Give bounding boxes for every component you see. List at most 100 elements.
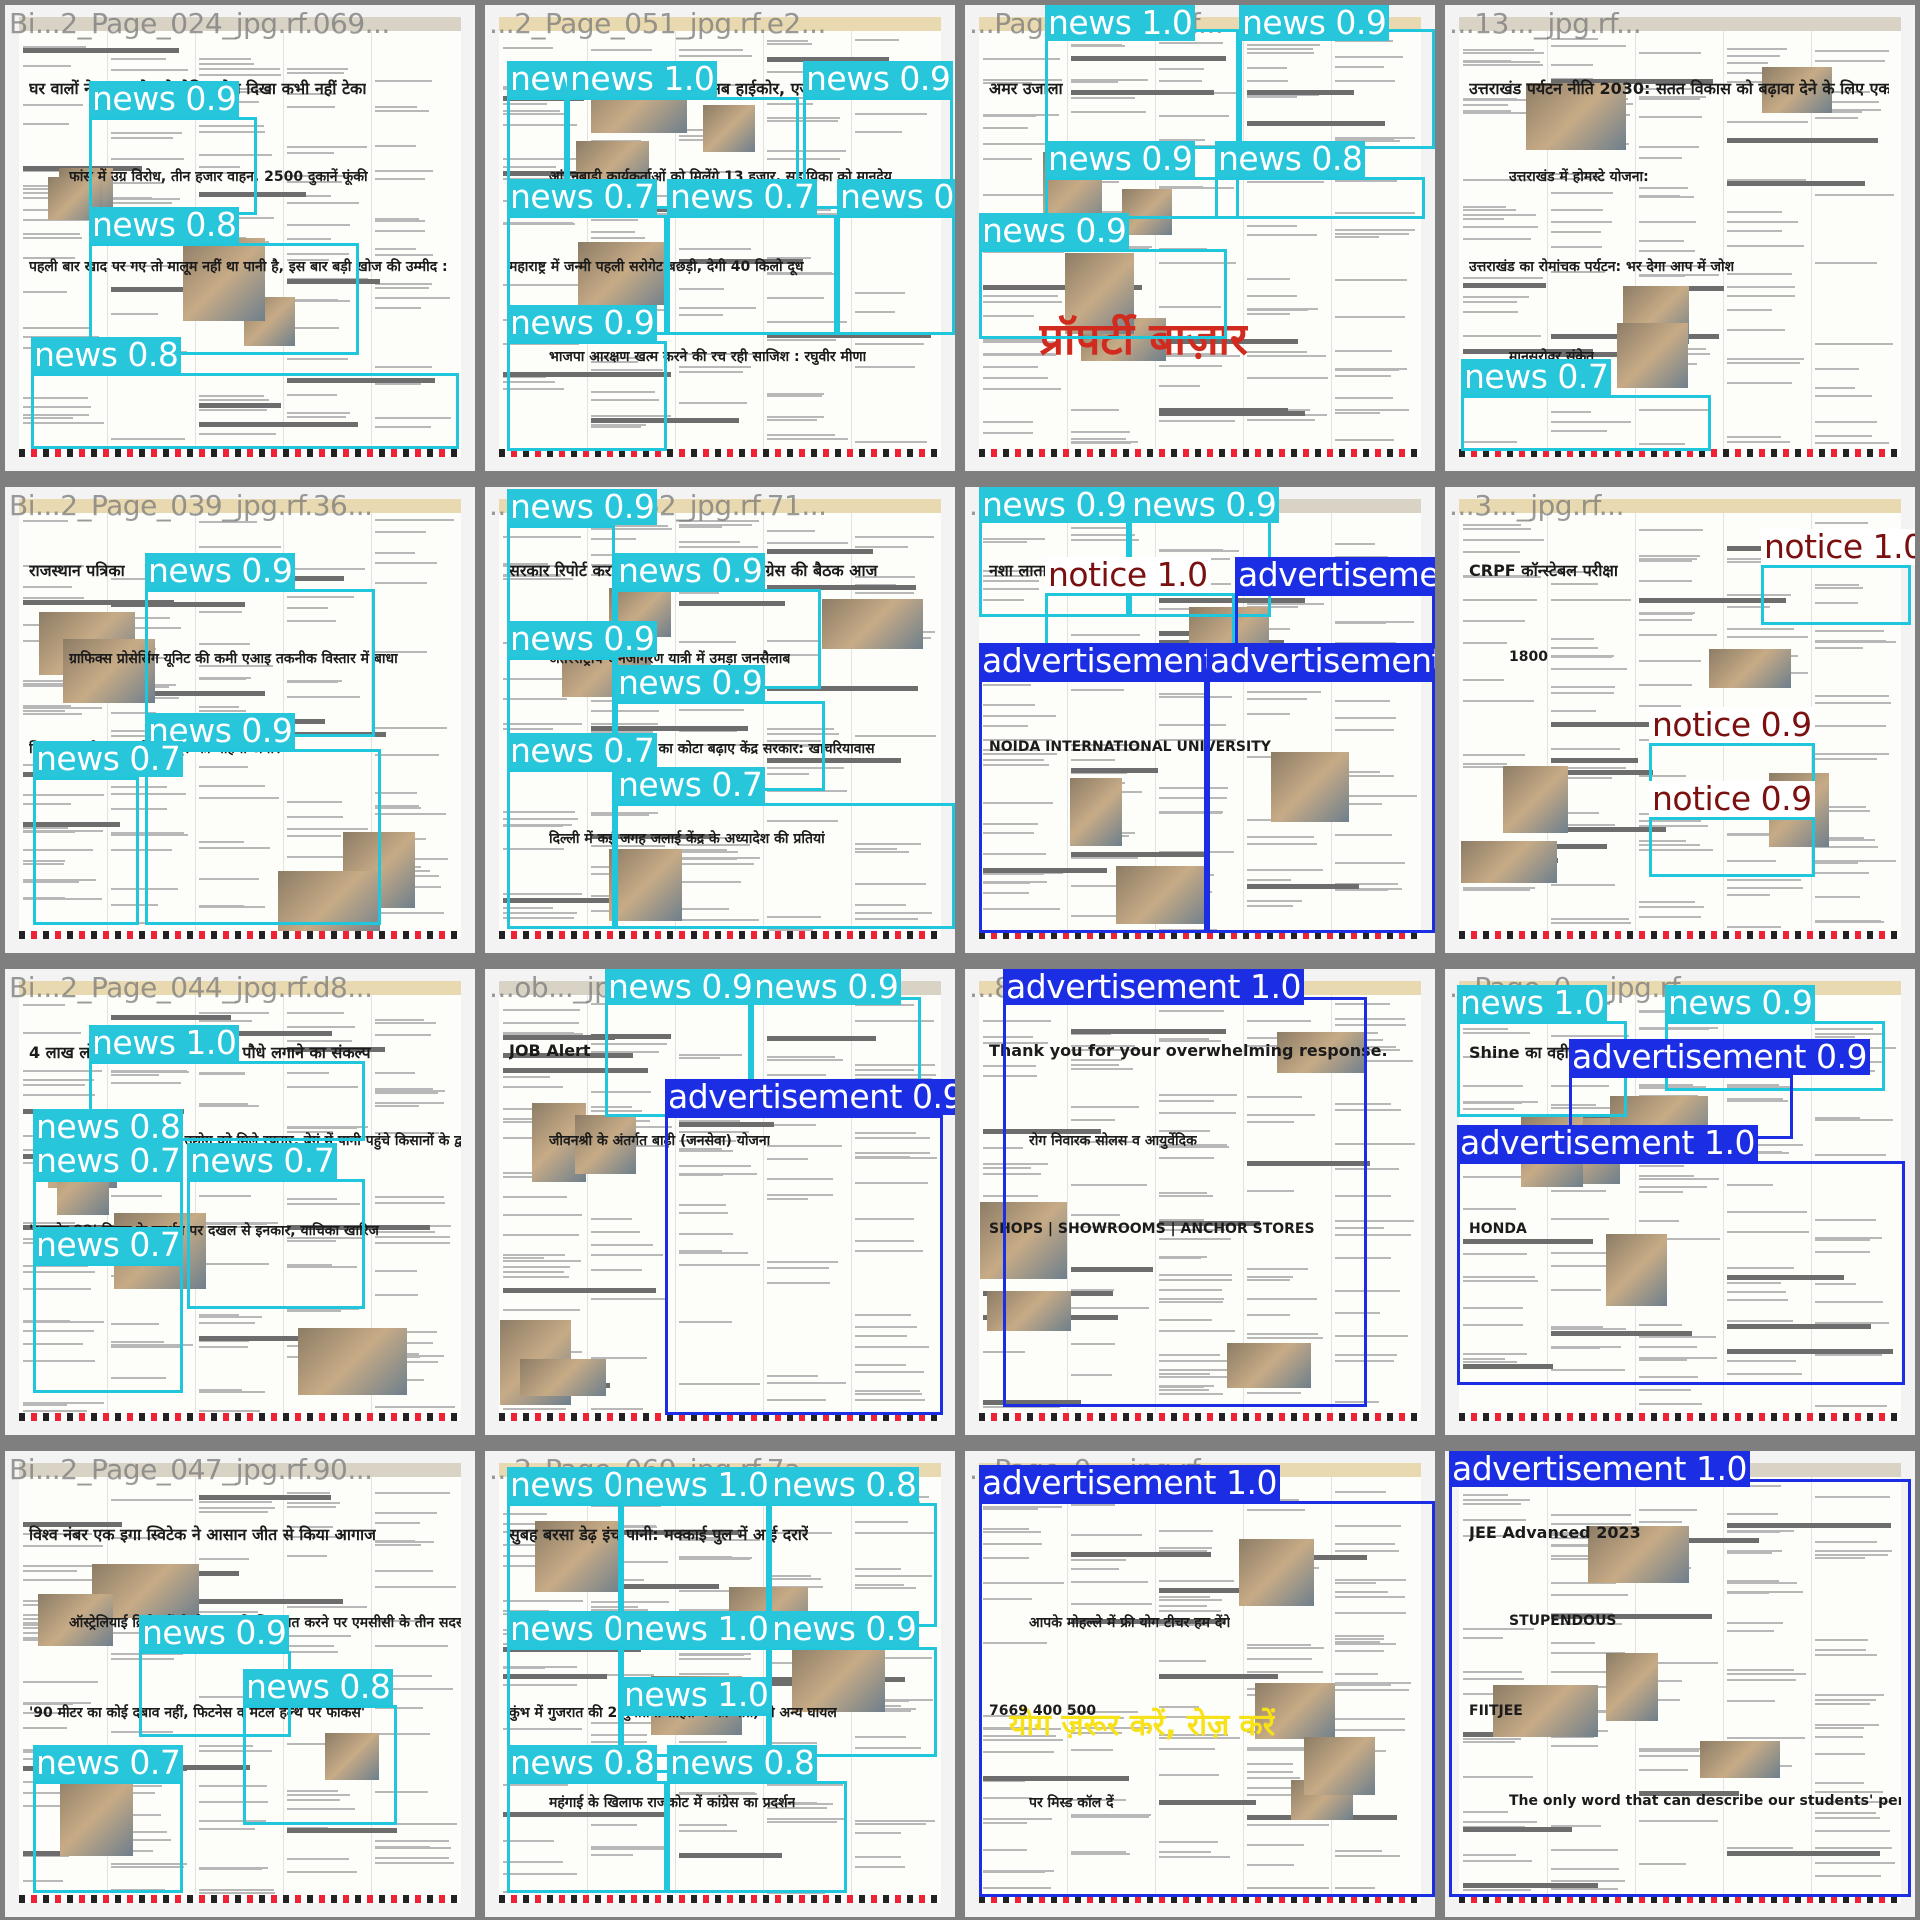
text-line	[1071, 1068, 1134, 1071]
text-line	[1159, 1596, 1211, 1599]
text-line	[983, 1642, 1047, 1645]
text-line	[23, 880, 79, 883]
text-line	[767, 1783, 844, 1786]
column-rule	[195, 981, 196, 1421]
text-line	[983, 853, 1047, 856]
text-line	[199, 1105, 260, 1108]
text-line	[23, 596, 84, 599]
text-line	[1815, 920, 1884, 923]
text-line	[1815, 1830, 1890, 1833]
text-line	[983, 599, 1025, 602]
print-registration-strip	[979, 931, 1421, 939]
text-line	[1335, 1524, 1402, 1527]
text-line	[199, 398, 270, 401]
text-line	[23, 1330, 94, 1333]
text-line	[983, 822, 1038, 825]
text-line	[679, 1173, 758, 1176]
text-line	[1247, 1268, 1308, 1271]
text-line	[375, 417, 452, 419]
text-line	[1727, 560, 1780, 563]
newspaper-tile: विश्व नंबर एक इगा स्विटेक ने आसान जीत से…	[5, 1451, 475, 1917]
text-line	[375, 79, 432, 82]
text-line	[679, 1320, 733, 1323]
text-line	[679, 881, 741, 884]
column-rule	[587, 1463, 588, 1903]
news-detection-label: news 0.7	[33, 1745, 184, 1781]
news-detection-label: news 1.0	[621, 1611, 772, 1647]
text-line	[503, 157, 585, 160]
text-line	[679, 1536, 726, 1539]
text-line	[1551, 1514, 1632, 1517]
news-detection-label: news 0.9	[979, 213, 1130, 249]
text-line	[1071, 438, 1127, 441]
text-line	[1159, 1549, 1207, 1552]
text-line	[199, 1558, 250, 1561]
text-line	[1639, 1165, 1684, 1168]
text-line	[855, 1736, 906, 1739]
text-line	[1727, 628, 1795, 631]
text-line	[375, 1732, 418, 1735]
text-line	[679, 306, 756, 309]
headline-text: सुबह बरसा डेढ़ इंच पानी: मक्काई पुल में …	[509, 1525, 809, 1544]
column-rule	[1811, 981, 1812, 1421]
text-line	[1463, 179, 1534, 182]
headline-bar	[1071, 767, 1158, 773]
text-line	[375, 1585, 456, 1588]
text-line	[767, 732, 840, 735]
text-line	[1463, 1162, 1523, 1165]
text-line	[503, 1033, 583, 1036]
text-line	[1639, 660, 1701, 663]
headline-bar	[1159, 597, 1306, 603]
text-line	[23, 1712, 76, 1715]
text-line	[983, 540, 1027, 543]
text-line	[855, 311, 896, 314]
text-line	[1247, 836, 1315, 839]
text-line	[767, 1399, 826, 1402]
text-line	[1639, 221, 1696, 224]
text-line	[1727, 245, 1804, 248]
headline-text: दिल्ली में कई जगह जलाई केंद्र के अध्यादे…	[549, 831, 825, 847]
text-line	[375, 1018, 424, 1021]
advertisement-detection-label: advertisement 0.9	[665, 1079, 955, 1115]
text-line	[767, 1575, 811, 1578]
text-line	[111, 1073, 159, 1076]
text-line	[983, 1166, 1031, 1169]
text-line	[1727, 925, 1781, 928]
text-line	[1815, 695, 1890, 698]
headline-bar	[1071, 852, 1210, 858]
text-line	[679, 1148, 723, 1151]
text-line	[1463, 311, 1518, 314]
text-line	[1639, 1389, 1692, 1392]
text-line	[983, 341, 1055, 344]
headline-bar	[1463, 1363, 1553, 1369]
text-line	[983, 1075, 1038, 1078]
text-line	[375, 1862, 454, 1865]
text-line	[1247, 355, 1326, 358]
text-line	[1551, 1612, 1613, 1615]
text-line	[1159, 420, 1235, 423]
text-line	[1335, 1359, 1395, 1362]
headline-bar	[1551, 826, 1666, 832]
text-line	[1551, 1368, 1625, 1371]
text-line	[1463, 754, 1525, 757]
text-line	[503, 825, 564, 828]
text-line	[767, 1197, 808, 1200]
text-line	[1551, 1531, 1597, 1534]
text-line	[1551, 1190, 1606, 1193]
headline-text: महाराष्ट्र में जन्मी पहली सरोगेट बछड़ी, …	[509, 259, 804, 275]
text-line	[1159, 548, 1224, 551]
text-line	[287, 1605, 368, 1608]
text-line	[287, 299, 339, 302]
text-line	[1639, 704, 1681, 707]
text-line	[287, 1198, 337, 1201]
text-line	[1247, 1671, 1323, 1674]
headline-text: CRPF कॉन्स्टेबल परीक्षा	[1469, 561, 1618, 580]
text-line	[1551, 1347, 1601, 1350]
text-line	[287, 258, 330, 261]
photo	[1461, 840, 1557, 883]
text-line	[1463, 1360, 1517, 1363]
text-line	[1815, 859, 1896, 862]
text-line	[1335, 802, 1383, 805]
text-line	[503, 222, 575, 225]
column-rule	[1547, 981, 1548, 1421]
